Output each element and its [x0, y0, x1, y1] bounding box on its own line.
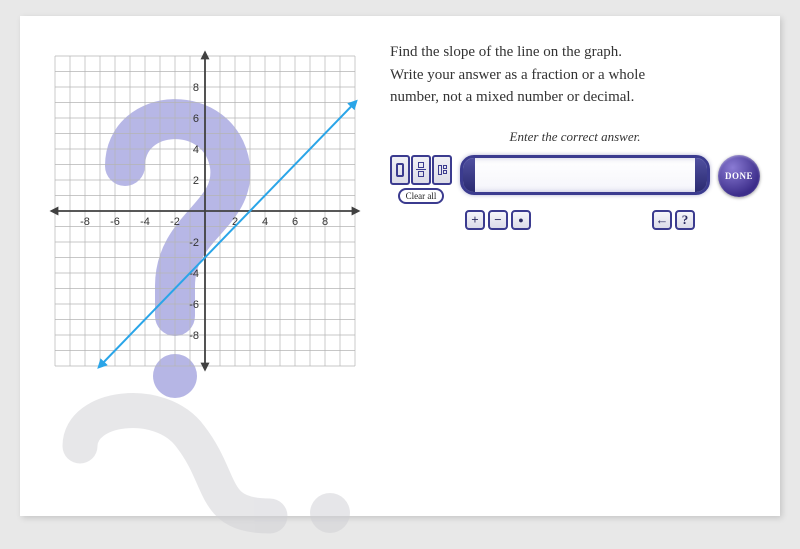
- question-text: Find the slope of the line on the graph.…: [390, 41, 760, 109]
- svg-text:-4: -4: [140, 216, 150, 228]
- svg-text:6: 6: [193, 113, 199, 125]
- svg-text:-2: -2: [170, 216, 180, 228]
- svg-text:-6: -6: [110, 216, 120, 228]
- answer-input[interactable]: [460, 155, 710, 195]
- enter-hint: Enter the correct answer.: [390, 129, 760, 145]
- input-row: Clear all DONE: [390, 155, 760, 204]
- svg-text:-2: -2: [189, 237, 199, 249]
- svg-text:4: 4: [193, 144, 199, 156]
- question-line-3: number, not a mixed number or decimal.: [390, 89, 634, 105]
- question-line-2: Write your answer as a fraction or a who…: [390, 67, 645, 83]
- plus-button[interactable]: +: [465, 210, 485, 230]
- svg-text:6: 6: [292, 216, 298, 228]
- format-fraction-button[interactable]: [411, 155, 431, 185]
- format-whole-button[interactable]: [390, 155, 410, 185]
- done-button[interactable]: DONE: [718, 155, 760, 197]
- graph-panel: -8-6-4-22468-8-6-4-22468: [45, 46, 365, 396]
- question-line-1: Find the slope of the line on the graph.: [390, 44, 622, 60]
- minus-button[interactable]: −: [488, 210, 508, 230]
- dot-button[interactable]: ●: [511, 210, 531, 230]
- clear-all-button[interactable]: Clear all: [398, 188, 445, 204]
- keypad-row: + − ● ← ?: [465, 210, 695, 230]
- app-container: -8-6-4-22468-8-6-4-22468 Find the slope …: [20, 16, 780, 516]
- svg-text:8: 8: [322, 216, 328, 228]
- question-panel: Find the slope of the line on the graph.…: [390, 41, 760, 230]
- help-button[interactable]: ?: [675, 210, 695, 230]
- svg-text:8: 8: [193, 82, 199, 94]
- back-button[interactable]: ←: [652, 210, 672, 230]
- svg-text:-8: -8: [189, 330, 199, 342]
- svg-text:-6: -6: [189, 299, 199, 311]
- format-mixed-button[interactable]: [432, 155, 452, 185]
- format-button-group: Clear all: [390, 155, 452, 204]
- svg-text:2: 2: [193, 175, 199, 187]
- coordinate-graph: -8-6-4-22468-8-6-4-22468: [45, 46, 365, 396]
- svg-text:4: 4: [262, 216, 268, 228]
- svg-text:-8: -8: [80, 216, 90, 228]
